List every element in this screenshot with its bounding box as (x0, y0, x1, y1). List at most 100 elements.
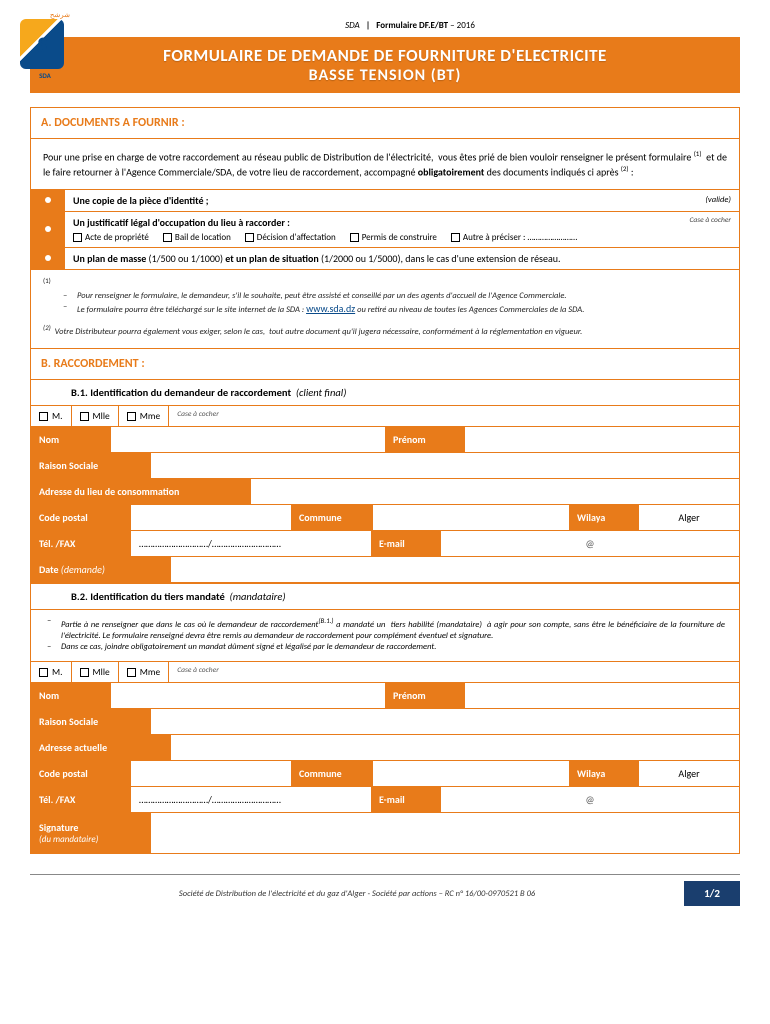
logo-icon: S (20, 19, 64, 69)
b2-case-note: Case à cocher (169, 662, 739, 682)
b1-head-text: B.1. Identification du demandeur de racc… (71, 386, 291, 399)
b2-val-raison[interactable] (151, 709, 739, 734)
doc-text-2: Un justificatif légal d'occupation du li… (65, 212, 739, 247)
b2-opt-mme[interactable]: Mme (119, 662, 169, 682)
doc-text-1: Une copie de la pièce d'identité ; (vali… (65, 190, 739, 211)
b2-lbl-prenom: Prénom (385, 683, 465, 708)
b2-row-raison: Raison Sociale (31, 709, 739, 735)
check-permis[interactable]: Permis de construire (350, 232, 437, 243)
b1-opt-m[interactable]: M. (31, 406, 72, 426)
b2-val-commune[interactable] (373, 761, 569, 786)
b2-opt-m[interactable]: M. (31, 662, 72, 682)
note2a: Le formulaire pourra être téléchargé sur… (77, 305, 306, 315)
b2-val-adresse[interactable] (171, 735, 739, 760)
b1-row-tel: Tél. /FAX …………………………/………………………… E-mail @ (31, 531, 739, 557)
b1-val-wilaya[interactable]: Alger (639, 505, 739, 530)
b1-val-date[interactable] (171, 557, 739, 582)
b1-lbl-email: E-mail (371, 531, 441, 556)
b1-lbl-prenom: Prénom (385, 427, 465, 452)
b2-head: B.2. Identification du tiers mandaté (ma… (31, 583, 739, 610)
logo-arabic: شرشح (20, 10, 70, 19)
check-autre[interactable]: Autre à préciser : …………………… (451, 232, 577, 243)
doc2-note: Case à cocher (689, 216, 731, 229)
check-permis-label: Permis de construire (362, 232, 437, 243)
b2-lbl-email: E-mail (371, 787, 441, 812)
b1-lbl-nom: Nom (31, 427, 111, 452)
b2-val-nom[interactable] (111, 683, 385, 708)
bullet-icon (31, 190, 65, 211)
note1: Pour renseigner le formulaire, le demand… (67, 291, 727, 302)
b2-lbl-tel: Tél. /FAX (31, 787, 131, 812)
b1-opt-mlle[interactable]: Mlle (72, 406, 119, 426)
doc-list: Une copie de la pièce d'identité ; (vali… (31, 189, 739, 270)
logo-text: S (37, 31, 47, 58)
check-autre-label: Autre à préciser : …………………… (463, 232, 577, 243)
b2-val-cp[interactable] (131, 761, 291, 786)
b1-val-raison[interactable] (151, 453, 739, 478)
b2-opt-mlle[interactable]: Mlle (72, 662, 119, 682)
b1-mlle: Mlle (93, 410, 110, 422)
doc-text-3: Un plan de masse (1/500 ou 1/1000) et un… (65, 248, 739, 269)
b1-mme: Mme (140, 410, 160, 422)
bullet-icon (31, 212, 65, 247)
footer: Société de Distribution de l'électricité… (30, 874, 740, 906)
section-a-intro: Pour une prise en charge de votre raccor… (31, 139, 739, 189)
check-decision-label: Décision d'affectation (257, 232, 336, 243)
b2-lbl-cp: Code postal (31, 761, 131, 786)
page: شرشح S SDA SDA | Formulaire DF.E/BT – 20… (0, 0, 770, 916)
meta-year: 2016 (457, 20, 475, 31)
header-meta: SDA | Formulaire DF.E/BT – 2016 (80, 20, 740, 31)
check-acte[interactable]: Acte de propriété (73, 232, 149, 243)
b1-val-prenom[interactable] (465, 427, 739, 452)
b2-mlle: Mlle (93, 666, 110, 678)
doc1-text: Une copie de la pièce d'identité ; (73, 194, 209, 207)
b1-head-ital: (client final) (296, 386, 347, 399)
b1-val-tel[interactable]: …………………………/………………………… (131, 531, 371, 556)
b2-val-tel[interactable]: …………………………/………………………… (131, 787, 371, 812)
b1-val-email[interactable]: @ (441, 531, 739, 556)
page-number: 1/2 (684, 881, 740, 906)
doc-row-3: Un plan de masse (1/500 ou 1/1000) et un… (31, 248, 739, 269)
b2-row-nom: Nom Prénom (31, 683, 739, 709)
logo-area: شرشح S SDA (20, 10, 70, 80)
check-bail-label: Bail de location (175, 232, 231, 243)
sda-link[interactable]: www.sda.dz (306, 302, 355, 315)
section-a: A. DOCUMENTS A FOURNIR : Pour une prise … (30, 107, 740, 854)
b2-lbl-commune: Commune (291, 761, 373, 786)
note2b: ou retiré au niveau de toutes les Agence… (355, 305, 584, 315)
b2-val-wilaya[interactable]: Alger (639, 761, 739, 786)
b1-lbl-adresse: Adresse du lieu de consommation (31, 479, 251, 504)
b2-sig-t: Signature (39, 821, 78, 834)
b2-row-sig: Signature (du mandataire) (31, 813, 739, 853)
b1-lbl-commune: Commune (291, 505, 373, 530)
b1-lbl-cp: Code postal (31, 505, 131, 530)
b2-val-sig[interactable] (151, 813, 739, 853)
check-acte-label: Acte de propriété (85, 232, 149, 243)
b1-val-nom[interactable] (111, 427, 385, 452)
b2-m: M. (52, 666, 63, 678)
b1-row-cp: Code postal Commune Wilaya Alger (31, 505, 739, 531)
b2-val-prenom[interactable] (465, 683, 739, 708)
b1-val-adresse[interactable] (251, 479, 739, 504)
b1-opt-mme[interactable]: Mme (119, 406, 169, 426)
doc2-text: Un justificatif légal d'occupation du li… (73, 216, 290, 229)
meta-code: Formulaire DF.E/BT (376, 20, 448, 31)
check-decision[interactable]: Décision d'affectation (245, 232, 336, 243)
title-line1: FORMULAIRE DE DEMANDE DE FOURNITURE D'EL… (34, 45, 736, 66)
section-b-head: B. RACCORDEMENT : (31, 348, 739, 380)
note2: Le formulaire pourra être téléchargé sur… (67, 302, 727, 316)
b1-row-date: Date (demande) (31, 557, 739, 583)
b1-val-commune[interactable] (373, 505, 569, 530)
b2-mme: Mme (140, 666, 160, 678)
doc-row-1: Une copie de la pièce d'identité ; (vali… (31, 190, 739, 212)
b2-val-email[interactable]: @ (441, 787, 739, 812)
b1-val-cp[interactable] (131, 505, 291, 530)
b1-date-i: (demande) (61, 563, 105, 576)
b2-notes: Partie à ne renseigner que dans le cas o… (31, 610, 739, 661)
b1-lbl-tel: Tél. /FAX (31, 531, 131, 556)
b1-date-t: Date (39, 563, 59, 576)
b2-head-text: B.2. Identification du tiers mandaté (71, 590, 225, 603)
doc-row-2: Un justificatif légal d'occupation du li… (31, 212, 739, 248)
b1-head: B.1. Identification du demandeur de racc… (31, 380, 739, 406)
check-bail[interactable]: Bail de location (163, 232, 231, 243)
